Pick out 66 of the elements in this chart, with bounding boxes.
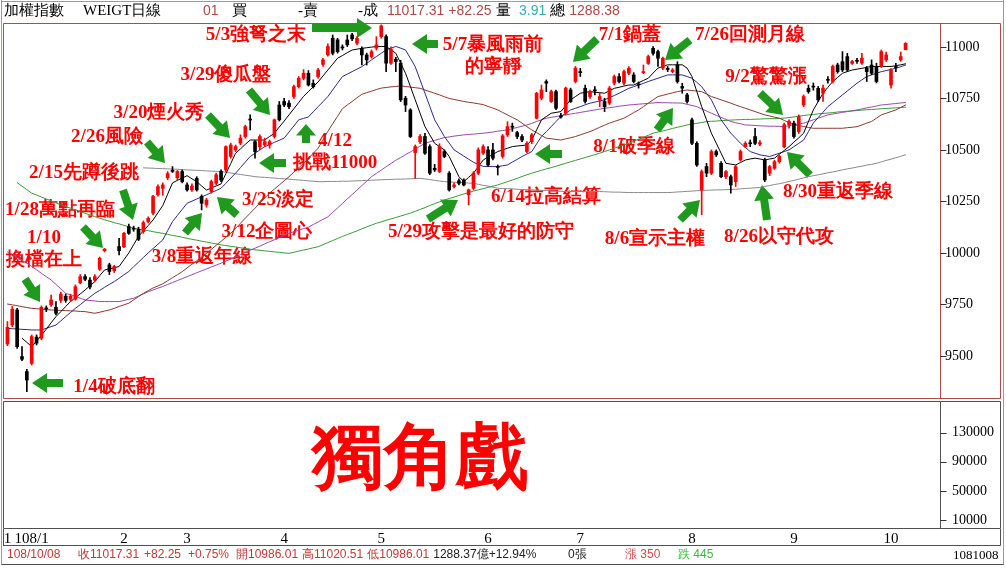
annotation: 5/7暴風雨前的寧靜 <box>442 32 544 76</box>
text: 高11020.51 <box>302 547 364 562</box>
x-tick-label: 3 <box>183 529 191 546</box>
annotation: 3/29傻瓜盤 <box>180 62 272 84</box>
text: -賣 <box>298 1 318 18</box>
x-tick-label: 1 <box>3 529 12 546</box>
annotation: 8/30重返季線 <box>783 179 894 201</box>
annotation: 2/26風險 <box>71 124 144 146</box>
text: 收11017.31 <box>78 547 140 562</box>
text: +82.25 <box>144 547 182 562</box>
annotation: 8/6宣示主權 <box>604 226 706 248</box>
y-tick-label: 10750 <box>945 90 980 106</box>
annotation: 1/10換檔在上 <box>5 225 82 269</box>
x-tick-label: 5 <box>377 529 385 546</box>
x-tick-label: 108/1 <box>14 529 49 546</box>
text: 漲 350 <box>625 547 661 562</box>
text: 11017.31 <box>387 1 445 18</box>
x-tick-label: 4 <box>280 529 289 546</box>
text: 開10986.01 <box>236 547 299 562</box>
text: 3.91 <box>519 1 547 18</box>
x-tick-label: 7 <box>576 529 585 546</box>
text: 總 <box>549 1 566 18</box>
x-tick-label: 6 <box>484 529 493 546</box>
x-tick-label: 10 <box>883 529 899 546</box>
y-tick-label: 50000 <box>952 482 987 498</box>
annotation: 7/26回測月線 <box>695 22 806 44</box>
annotation: 5/29攻擊是最好的防守 <box>388 219 574 241</box>
y-tick-label: 11000 <box>945 38 980 54</box>
y-tick-label: 10250 <box>945 193 980 209</box>
text: 買 <box>232 1 247 18</box>
annotation: 1/28萬點再臨 <box>5 197 115 219</box>
annotation: 獨角戲 <box>310 416 528 497</box>
x-tick-label: 8 <box>688 529 696 546</box>
text: 跌 445 <box>678 547 714 562</box>
annotation: 3/8重返年線 <box>151 244 254 266</box>
y-tick-label: 10000 <box>952 511 987 527</box>
annotation: 2/15先蹲後跳 <box>29 160 140 182</box>
text: 量 <box>495 1 511 18</box>
y-tick-label: 130000 <box>952 424 994 440</box>
text: +0.75% <box>188 547 230 562</box>
y-tick-label: 10000 <box>945 244 980 260</box>
annotation: 9/2驚驚漲 <box>725 64 808 86</box>
y-tick-label: 9500 <box>945 347 973 363</box>
y-tick-label: 10500 <box>945 141 980 157</box>
text: +82.25 <box>448 1 492 18</box>
annotation: 4/12挑戰11000 <box>291 128 378 172</box>
text: 1288.38 <box>569 1 621 18</box>
y-tick-label: 90000 <box>952 453 987 469</box>
text: 108/10/08 <box>7 547 61 562</box>
text: -成 <box>358 1 378 18</box>
text: 1288.37億+12.94% <box>433 547 537 562</box>
y-tick-label: 9750 <box>945 296 973 312</box>
annotation: 1/4破底翻 <box>73 374 155 396</box>
annotation: 8/1破季線 <box>593 134 676 156</box>
annotation: 5/3強弩之末 <box>205 22 308 44</box>
text: 0張 <box>568 547 587 562</box>
text: 低10986.01 <box>367 547 430 562</box>
x-tick-label: 9 <box>790 529 798 546</box>
chart-subtitle: WEIGT日線 <box>83 1 162 18</box>
annotation: 3/20煙火秀 <box>113 100 205 122</box>
chart-title: 加權指數 <box>4 1 64 18</box>
text: 1081008 <box>953 547 999 563</box>
annotation: 7/1鍋蓋 <box>598 22 662 44</box>
x-tick-label: 2 <box>120 529 128 546</box>
annotation: 8/26以守代攻 <box>724 224 834 246</box>
text: 01 <box>203 1 219 18</box>
